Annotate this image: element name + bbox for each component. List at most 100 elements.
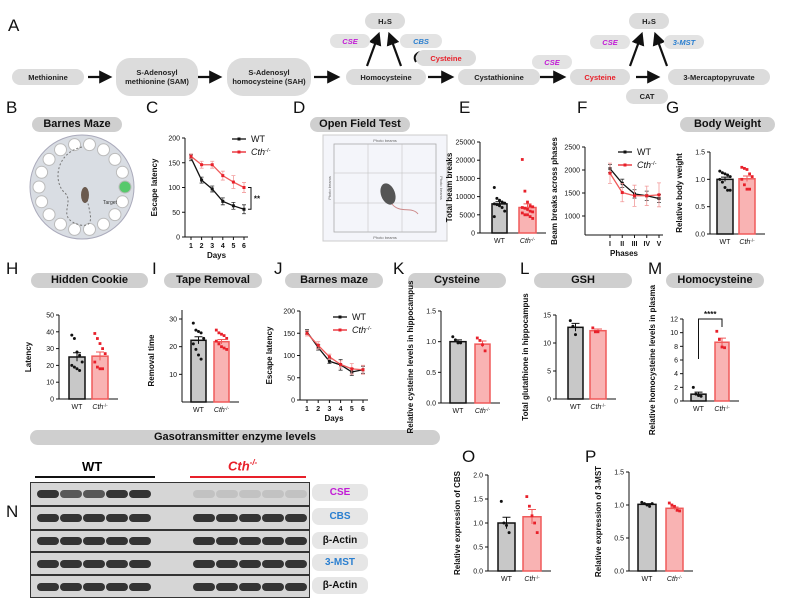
x-tick-label: I bbox=[609, 241, 611, 248]
blot-row bbox=[30, 482, 310, 506]
blot-band bbox=[216, 537, 238, 545]
data-point bbox=[645, 194, 649, 198]
x-tick-label: Cth-/- bbox=[590, 403, 606, 412]
y-tick-label: 20 bbox=[46, 363, 54, 370]
maze-hole bbox=[97, 217, 110, 231]
y-tick-label: 20 bbox=[169, 344, 177, 351]
y-tick-label: 1500 bbox=[564, 191, 580, 198]
superscript: -/- bbox=[265, 148, 271, 154]
blot-band bbox=[239, 537, 261, 545]
y-tick-label: 12 bbox=[670, 317, 678, 324]
title-hidden-cookie: Hidden Cookie bbox=[31, 273, 148, 288]
blot-label-2: β-Actin bbox=[312, 532, 368, 549]
panel-label-i: I bbox=[152, 259, 157, 278]
x-tick-label: 6 bbox=[242, 243, 246, 250]
blot-band bbox=[285, 537, 307, 545]
data-point bbox=[361, 368, 365, 372]
x-tick-label: 6 bbox=[361, 406, 365, 413]
x-tick-label: 3 bbox=[327, 406, 331, 413]
blot-band bbox=[129, 582, 151, 591]
data-point bbox=[525, 495, 529, 498]
y-tick-label: 10 bbox=[543, 341, 551, 348]
data-point bbox=[210, 163, 214, 167]
blot-ko-line bbox=[190, 476, 306, 478]
data-point bbox=[75, 350, 79, 354]
x-tick-label: 5 bbox=[231, 243, 235, 250]
series-line-ko bbox=[190, 155, 245, 189]
legend-marker bbox=[237, 137, 241, 141]
legend-label: Cth-/- bbox=[251, 147, 271, 157]
panel-label-o: O bbox=[462, 447, 476, 466]
data-point bbox=[350, 367, 354, 371]
data-point bbox=[225, 348, 229, 351]
maze-hole bbox=[54, 143, 67, 157]
data-point bbox=[222, 346, 226, 350]
data-point bbox=[78, 368, 82, 372]
x-tick-label: WT bbox=[501, 576, 513, 583]
data-point bbox=[505, 523, 508, 527]
series-line-wt bbox=[190, 157, 245, 210]
y-tick-label: 0 bbox=[674, 399, 678, 406]
data-point bbox=[523, 206, 527, 210]
bar-wt bbox=[491, 203, 508, 234]
node-methionine: Methionine bbox=[12, 69, 84, 85]
maze-hole bbox=[35, 195, 49, 209]
y-tick-label: 0.0 bbox=[614, 569, 624, 576]
data-point bbox=[591, 326, 595, 330]
beam-label-top: Photo beams bbox=[373, 138, 397, 143]
data-point bbox=[217, 331, 221, 335]
data-point bbox=[225, 336, 229, 340]
significance-label: **** bbox=[704, 310, 717, 319]
blot-band bbox=[83, 514, 105, 522]
data-point bbox=[531, 210, 535, 214]
y-tick-label: 6 bbox=[674, 358, 678, 365]
data-point bbox=[568, 319, 572, 323]
legend-marker bbox=[237, 150, 241, 154]
y-axis-label: Escape latency bbox=[265, 326, 274, 384]
y-axis-label: Removal time bbox=[147, 334, 156, 387]
panel-label-j: J bbox=[274, 259, 283, 278]
data-point bbox=[720, 171, 724, 175]
text-part: Cth bbox=[637, 160, 651, 170]
y-tick-label: 0 bbox=[50, 397, 54, 404]
enzyme-3-mst: 3-MST bbox=[664, 35, 704, 49]
maze-hole bbox=[32, 180, 46, 194]
data-point bbox=[500, 206, 504, 210]
panel-label-l: L bbox=[520, 259, 530, 278]
y-axis-label: Escape latency bbox=[150, 158, 159, 216]
text-part: Cth bbox=[352, 325, 366, 335]
x-tick-label: WT bbox=[693, 406, 705, 413]
data-point bbox=[574, 333, 577, 337]
node-cysteine-substrate: Cysteine bbox=[416, 50, 476, 66]
y-tick-label: 50 bbox=[172, 210, 180, 217]
y-tick-label: 0.0 bbox=[473, 569, 483, 576]
blot-band bbox=[129, 514, 151, 522]
superscript: -/- bbox=[601, 403, 606, 408]
data-point bbox=[596, 330, 600, 334]
panel-label-d: D bbox=[293, 98, 306, 117]
error-bar bbox=[743, 175, 751, 182]
data-point bbox=[242, 207, 246, 211]
x-tick-label: III bbox=[632, 241, 638, 248]
superscript: -/- bbox=[103, 403, 108, 408]
blot-band bbox=[60, 514, 82, 522]
x-tick-label: 1 bbox=[189, 243, 193, 250]
data-point bbox=[70, 333, 74, 337]
maze-hole bbox=[115, 195, 129, 209]
data-point bbox=[500, 200, 504, 204]
maze-hole bbox=[68, 138, 82, 152]
blot-band bbox=[193, 559, 215, 568]
superscript: -/- bbox=[535, 575, 540, 580]
data-point bbox=[645, 503, 649, 507]
maze-hole bbox=[118, 180, 132, 194]
x-tick-label: 5 bbox=[350, 406, 354, 413]
node-sah: S-Adenosyl homocysteine (SAH) bbox=[227, 58, 311, 96]
data-point bbox=[533, 521, 536, 525]
y-tick-label: 2.0 bbox=[473, 473, 483, 480]
title-barnes-maze: Barnes Maze bbox=[32, 117, 122, 132]
legend-label: WT bbox=[352, 312, 366, 322]
x-tick-label: 1 bbox=[305, 406, 309, 413]
enzyme-cbs: CBS bbox=[400, 34, 442, 48]
data-point bbox=[80, 360, 84, 364]
